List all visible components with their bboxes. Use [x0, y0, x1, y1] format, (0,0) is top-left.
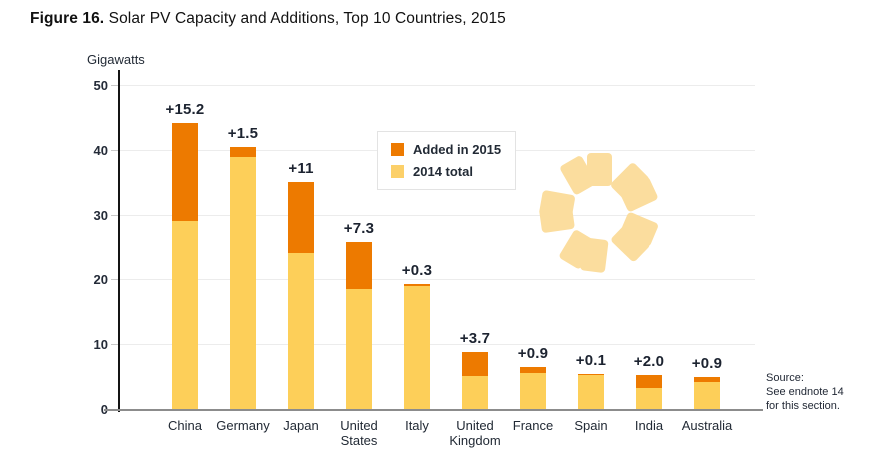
- chart-legend: Added in 2015 2014 total: [377, 131, 517, 190]
- y-axis-unit-label: Gigawatts: [87, 52, 145, 67]
- bar-segment-added-2015: [462, 351, 488, 376]
- sun-icon: [533, 146, 665, 278]
- bar-segment-added-2015: [520, 366, 546, 373]
- source-line: Source:: [766, 372, 804, 384]
- x-axis-label-india: India: [634, 418, 664, 433]
- x-axis-label-italy: Italy: [405, 418, 429, 433]
- bar-segment-2014-total: [694, 382, 720, 409]
- y-axis-tick-label-40: 40: [93, 142, 108, 158]
- bar-china: [172, 122, 198, 409]
- x-axis-label-china: China: [168, 418, 202, 433]
- legend-label-2014-total: 2014 total: [413, 164, 473, 179]
- bar-india: [636, 375, 662, 409]
- bar-value-label-japan: +11: [288, 160, 314, 178]
- x-axis-label-japan: Japan: [283, 418, 319, 433]
- gridline-20: [120, 279, 755, 281]
- gridline-50: [120, 85, 755, 86]
- source-line: for this section.: [766, 399, 840, 412]
- y-axis-tick-label-50: 50: [93, 78, 108, 93]
- y-axis-tick-10: [111, 344, 118, 346]
- legend-label-added-2015: Added in 2015: [413, 142, 502, 157]
- bar-segment-2014-total: [346, 289, 372, 409]
- bar-value-label-spain: +0.1: [575, 352, 607, 369]
- legend-item-2014-total: 2014 total: [391, 164, 501, 179]
- bar-value-label-india: +2.0: [633, 353, 665, 371]
- x-axis-label-spain: Spain: [574, 418, 608, 433]
- y-axis-tick-label-0: 0: [66, 402, 108, 417]
- y-axis-tick-label-10: 10: [93, 337, 108, 353]
- bar-segment-2014-total: [578, 374, 604, 409]
- source-note: Source: See endnote 14 for this section.: [766, 372, 844, 413]
- bar-australia: [694, 376, 720, 409]
- bar-value-label-france: +0.9: [517, 344, 549, 362]
- bar-united-states: [346, 241, 372, 409]
- bar-segment-added-2015: [346, 241, 372, 290]
- bar-segment-added-2015: [288, 182, 314, 254]
- bar-value-label-united-kingdom: +3.7: [459, 329, 491, 347]
- gridline-10: [120, 344, 755, 346]
- bar-value-label-italy: +0.3: [401, 261, 433, 279]
- bar-segment-2014-total: [230, 156, 256, 409]
- bar-united-kingdom: [462, 351, 488, 409]
- x-axis-label-australia: Australia: [681, 418, 733, 433]
- x-axis-label-germany: Germany: [216, 418, 270, 433]
- legend-item-added-2015: Added in 2015: [391, 142, 501, 157]
- x-axis-label-france: France: [512, 418, 554, 433]
- plot-area: 01020304050 +15.2+1.5+11+7.3+0.3+3.7+0.9…: [94, 70, 763, 448]
- y-axis-tick-30: [111, 214, 118, 216]
- figure-title-prefix: Figure 16.: [30, 10, 105, 27]
- bar-segment-2014-total: [520, 372, 546, 409]
- y-axis-tick-label-20: 20: [93, 272, 108, 288]
- added-2015-swatch-icon: [391, 143, 404, 156]
- bar-france: [520, 366, 546, 409]
- bar-value-label-china: +15.2: [165, 100, 205, 118]
- bar-spain: [578, 374, 604, 409]
- bar-value-label-germany: +1.5: [227, 125, 259, 143]
- y-axis-tick-50: [111, 85, 118, 86]
- bar-germany: [230, 147, 256, 409]
- bar-segment-added-2015: [230, 147, 256, 157]
- bar-italy: [404, 283, 430, 409]
- bar-segment-added-2015: [172, 122, 198, 222]
- bar-segment-added-2015: [694, 376, 720, 383]
- figure-title-text: Solar PV Capacity and Additions, Top 10 …: [104, 10, 506, 27]
- bar-segment-added-2015: [636, 375, 662, 389]
- y-axis-tick-label-30: 30: [93, 207, 108, 223]
- bar-value-label-australia: +0.9: [691, 354, 723, 372]
- bar-segment-2014-total: [636, 388, 662, 409]
- figure-title: Figure 16. Solar PV Capacity and Additio…: [30, 10, 506, 28]
- x-axis-line: [104, 409, 763, 411]
- bar-segment-added-2015: [404, 283, 430, 286]
- x-axis-label-united-kingdom: United Kingdom: [449, 418, 501, 449]
- bar-japan: [288, 182, 314, 409]
- y-axis-line: [118, 70, 120, 412]
- bar-segment-2014-total: [462, 375, 488, 409]
- source-line: See endnote 14: [766, 385, 844, 398]
- x-axis-label-united-states: United States: [340, 418, 378, 449]
- sun-ray-icon: [538, 189, 576, 220]
- y-axis-tick-40: [111, 149, 118, 151]
- bar-segment-2014-total: [288, 253, 314, 409]
- bar-segment-2014-total: [404, 285, 430, 409]
- bar-value-label-united-states: +7.3: [343, 219, 375, 237]
- gridline-30: [120, 214, 755, 216]
- bar-segment-2014-total: [172, 221, 198, 409]
- y-axis-tick-20: [111, 279, 118, 281]
- bar-segment-added-2015: [578, 374, 604, 375]
- 2014-total-swatch-icon: [391, 165, 404, 178]
